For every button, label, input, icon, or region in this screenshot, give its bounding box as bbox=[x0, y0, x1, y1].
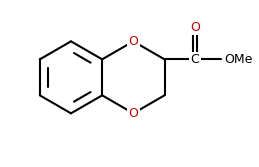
Text: O: O bbox=[190, 21, 200, 34]
Text: O: O bbox=[128, 35, 138, 48]
Text: OMe: OMe bbox=[224, 53, 252, 66]
Text: O: O bbox=[128, 107, 138, 120]
Text: C: C bbox=[191, 53, 199, 66]
